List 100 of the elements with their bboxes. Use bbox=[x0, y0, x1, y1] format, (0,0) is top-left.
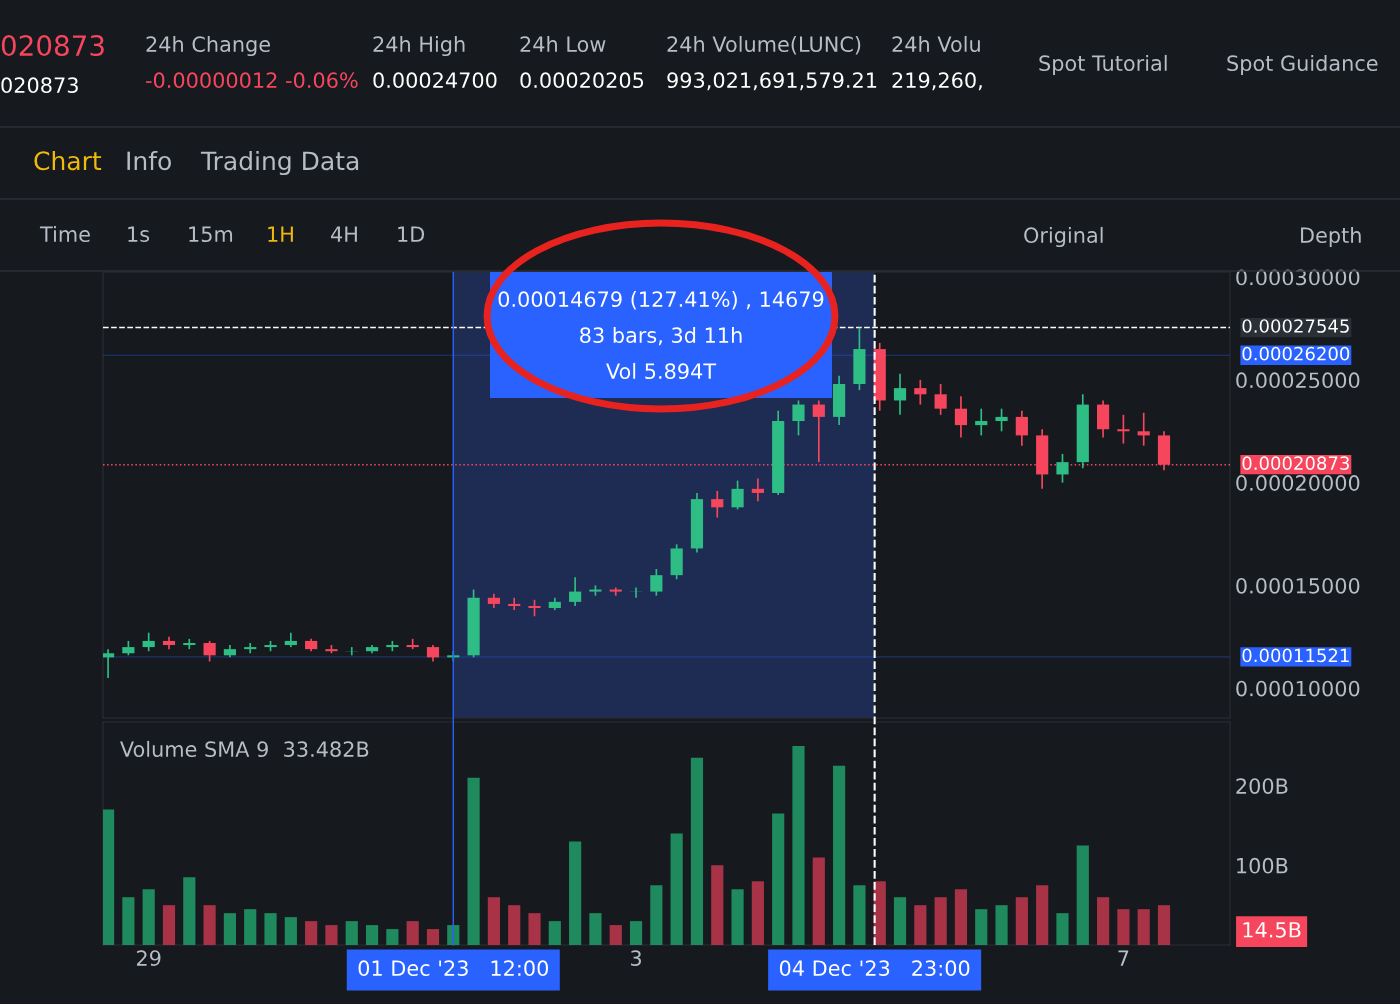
text: 1H bbox=[268, 226, 293, 242]
text: Info bbox=[127, 150, 171, 171]
candlestick bbox=[954, 395, 968, 439]
text: 020873 bbox=[1, 77, 78, 94]
candlestick bbox=[183, 638, 196, 650]
bar bbox=[284, 917, 297, 945]
bar bbox=[833, 765, 846, 945]
bar bbox=[345, 921, 358, 945]
bar bbox=[508, 905, 521, 945]
candlestick bbox=[711, 490, 724, 519]
bar bbox=[1137, 909, 1150, 945]
y-tick-label: 0.00020000 bbox=[1236, 475, 1360, 491]
bar bbox=[183, 877, 196, 945]
text: 24h Change bbox=[146, 35, 270, 57]
text: Spot Tutorial bbox=[1039, 54, 1167, 76]
candlestick bbox=[1015, 409, 1028, 447]
ref-line-label: 0.00011521 bbox=[1242, 648, 1349, 663]
candlestick bbox=[1056, 453, 1069, 484]
text: 14.5B bbox=[1243, 922, 1301, 938]
bar bbox=[629, 921, 643, 945]
ref-line-label: 0.00020873 bbox=[1242, 456, 1349, 470]
bar bbox=[467, 777, 480, 945]
bar bbox=[365, 925, 379, 945]
bar bbox=[447, 925, 460, 945]
bar bbox=[995, 905, 1008, 945]
candlestick bbox=[914, 379, 927, 406]
bar bbox=[1117, 909, 1130, 945]
ref-line-label: 04 Dec '23 23:00 bbox=[779, 960, 970, 977]
text: 0.00020205 bbox=[520, 72, 644, 89]
candlestick bbox=[244, 642, 257, 655]
bar bbox=[812, 857, 825, 945]
x-tick-label: 29 bbox=[136, 950, 161, 966]
candlestick bbox=[569, 576, 582, 607]
bar bbox=[711, 865, 724, 945]
bar bbox=[548, 921, 561, 945]
text: 24h Volume(LUNC) bbox=[667, 35, 861, 55]
text: 15m bbox=[189, 226, 233, 243]
y-tick-label: 200B bbox=[1236, 778, 1288, 794]
bar bbox=[1056, 913, 1069, 945]
text: 24h Volu bbox=[892, 35, 980, 53]
candlestick bbox=[731, 479, 744, 511]
text: Time bbox=[39, 225, 90, 243]
candlestick bbox=[995, 407, 1008, 433]
bar bbox=[792, 745, 805, 945]
text: Chart bbox=[34, 150, 102, 171]
candlestick bbox=[203, 640, 216, 663]
bar bbox=[609, 925, 622, 945]
bar bbox=[934, 897, 947, 945]
text: Depth bbox=[1301, 226, 1361, 248]
bar bbox=[487, 897, 500, 945]
bar bbox=[122, 897, 135, 945]
bar bbox=[670, 833, 683, 945]
bar bbox=[528, 913, 541, 945]
candlestick bbox=[812, 399, 825, 463]
bar bbox=[386, 929, 399, 945]
text: 0.00024700 bbox=[373, 72, 497, 89]
y-tick-label: 0.00015000 bbox=[1236, 577, 1360, 594]
candlestick bbox=[508, 596, 521, 611]
candlestick bbox=[142, 631, 155, 653]
bar bbox=[1096, 897, 1110, 945]
ref-line-label: 0.00026200 bbox=[1242, 346, 1350, 361]
y-tick-label: 0.00025000 bbox=[1236, 372, 1360, 389]
bar bbox=[690, 757, 704, 945]
text: 020873 bbox=[1, 35, 104, 57]
candlestick bbox=[893, 372, 907, 416]
candlestick bbox=[629, 586, 643, 599]
annotation: 0.00014679 (127.41%) , 14679 bbox=[498, 290, 824, 310]
bar bbox=[650, 885, 663, 945]
candlestick bbox=[934, 383, 947, 416]
annotation: 83 bars, 3d 11h bbox=[580, 326, 742, 346]
bar bbox=[751, 881, 764, 945]
bar bbox=[853, 885, 866, 945]
text: 219,260, bbox=[892, 72, 982, 91]
candlestick bbox=[975, 407, 988, 437]
bar bbox=[589, 913, 602, 945]
text: 1s bbox=[128, 226, 150, 243]
candlestick bbox=[609, 586, 622, 597]
bar bbox=[406, 921, 419, 945]
text: 4H bbox=[331, 226, 357, 242]
bar bbox=[325, 925, 338, 945]
text: 993,021,691,579.21 bbox=[667, 72, 877, 91]
bar bbox=[975, 909, 988, 945]
bar bbox=[244, 909, 257, 945]
annotation: Volume SMA 9 33.482B bbox=[120, 740, 369, 758]
bar bbox=[954, 889, 968, 945]
text: 1D bbox=[398, 226, 425, 242]
text: 24h High bbox=[373, 35, 465, 57]
text: Spot Guidance bbox=[1227, 54, 1378, 76]
candlestick bbox=[751, 477, 764, 503]
x-tick-label: 7 bbox=[1118, 950, 1129, 966]
bar bbox=[569, 841, 582, 945]
candlestick bbox=[1117, 414, 1130, 445]
y-tick-label: 0.00010000 bbox=[1236, 680, 1360, 697]
text: 24h Low bbox=[520, 35, 606, 53]
bar bbox=[893, 897, 907, 945]
bar bbox=[162, 905, 176, 945]
bar bbox=[305, 921, 318, 945]
bar bbox=[772, 813, 785, 945]
bar bbox=[203, 905, 216, 945]
candlestick bbox=[406, 638, 419, 650]
